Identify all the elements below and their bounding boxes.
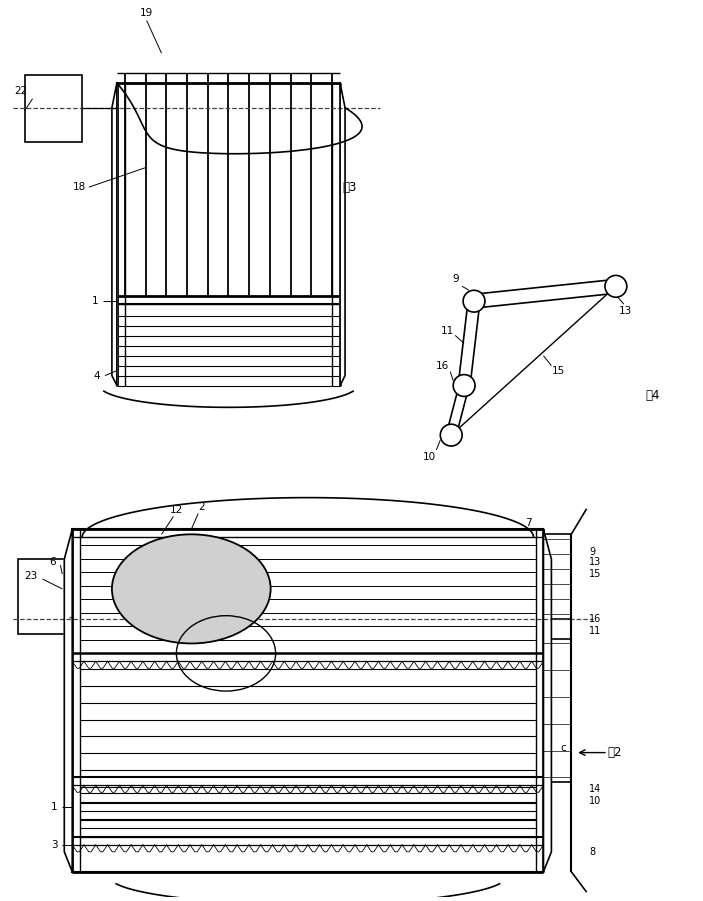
Text: 4: 4 <box>93 370 101 380</box>
Polygon shape <box>64 530 72 871</box>
Text: 10: 10 <box>423 452 436 462</box>
Text: 图3: 图3 <box>343 180 357 194</box>
Text: 12: 12 <box>169 505 183 514</box>
Circle shape <box>605 276 627 297</box>
Bar <box>18 560 70 633</box>
Text: 18: 18 <box>72 182 86 192</box>
Polygon shape <box>112 83 117 386</box>
Text: 22: 22 <box>15 86 28 96</box>
Text: 13: 13 <box>619 306 633 316</box>
Text: 9: 9 <box>453 275 460 285</box>
Text: 2: 2 <box>198 502 205 512</box>
Bar <box>72 530 543 871</box>
Text: 3: 3 <box>51 840 58 850</box>
Bar <box>543 534 572 619</box>
Circle shape <box>463 290 485 312</box>
Text: 8: 8 <box>589 847 595 857</box>
Text: 11: 11 <box>589 625 601 635</box>
Bar <box>25 75 82 142</box>
Text: 14: 14 <box>589 784 601 795</box>
Text: 9: 9 <box>589 547 595 557</box>
Text: 1: 1 <box>91 296 98 306</box>
Bar <box>543 639 572 782</box>
Text: 6: 6 <box>49 557 56 567</box>
Polygon shape <box>340 83 345 386</box>
Text: 23: 23 <box>24 571 37 581</box>
Text: 13: 13 <box>589 557 601 567</box>
Polygon shape <box>543 530 551 871</box>
Text: 15: 15 <box>552 366 565 376</box>
Text: 16: 16 <box>589 614 601 623</box>
Circle shape <box>453 375 475 396</box>
Circle shape <box>440 424 462 446</box>
Text: c: c <box>560 742 566 752</box>
Text: 7: 7 <box>525 518 532 528</box>
Text: 1: 1 <box>51 802 58 812</box>
Ellipse shape <box>112 534 271 643</box>
Text: 15: 15 <box>589 569 602 579</box>
Text: 19: 19 <box>140 8 153 19</box>
Text: 11: 11 <box>441 326 454 336</box>
Text: 图2: 图2 <box>607 746 622 760</box>
Text: 图4: 图4 <box>645 389 660 402</box>
Text: 16: 16 <box>436 360 449 370</box>
Text: 10: 10 <box>589 796 601 806</box>
